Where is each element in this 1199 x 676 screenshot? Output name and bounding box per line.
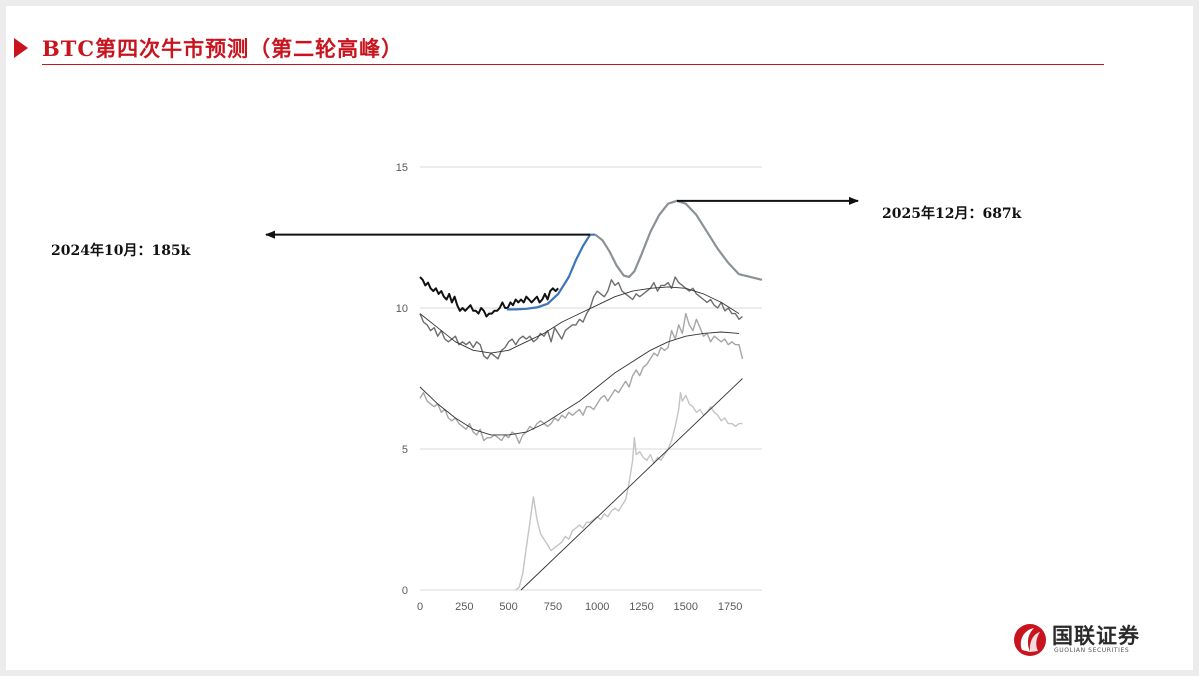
series-projection-line (506, 233, 596, 311)
x-tick-label: 250 (455, 601, 473, 613)
x-tick-label: 750 (544, 601, 562, 613)
series-trend-line (520, 378, 743, 591)
slide-header: BTC第四次牛市预测（第二轮高峰） (6, 6, 1193, 76)
y-tick-label: 10 (396, 303, 408, 315)
x-tick-label: 500 (499, 601, 517, 613)
annotation-2025-peak: 2025年12月：687k (882, 205, 1022, 222)
x-tick-label: 0 (417, 601, 423, 613)
title-marker-icon (14, 38, 28, 58)
title-divider (42, 64, 1104, 65)
guolian-logo: 国联证券 GUOLIAN SECURITIES (1006, 618, 1166, 662)
guolian-logo-icon (1014, 624, 1046, 656)
slide: BTC第四次牛市预测（第二轮高峰） 0 5 10 15 0 250 500 750 1000 12… (6, 6, 1193, 670)
x-tick-label: 1000 (585, 601, 609, 613)
series-price-line (515, 391, 743, 591)
y-tick-label: 5 (402, 444, 408, 456)
series-trend-line (419, 331, 740, 436)
y-tick-label: 15 (396, 162, 408, 174)
series-price-line (419, 276, 559, 318)
btc-projection-chart: 0 5 10 15 0 250 500 750 1000 1250 1500 1750 2024年10… (51, 162, 1022, 613)
x-tick-label: 1500 (674, 601, 698, 613)
page-title: BTC第四次牛市预测（第二轮高峰） (42, 36, 404, 61)
series-price-line (419, 312, 744, 445)
x-tick-label: 1250 (629, 601, 653, 613)
series-price-line (419, 276, 743, 360)
y-tick-label: 0 (402, 585, 408, 597)
logo-subtitle: GUOLIAN SECURITIES (1054, 647, 1130, 654)
series-trend-line (419, 286, 740, 354)
annotation-2024-peak: 2024年10月：185k (51, 242, 191, 259)
series-projection-line (594, 199, 763, 281)
x-tick-label: 1750 (718, 601, 742, 613)
logo-name: 国联证券 (1052, 624, 1140, 648)
